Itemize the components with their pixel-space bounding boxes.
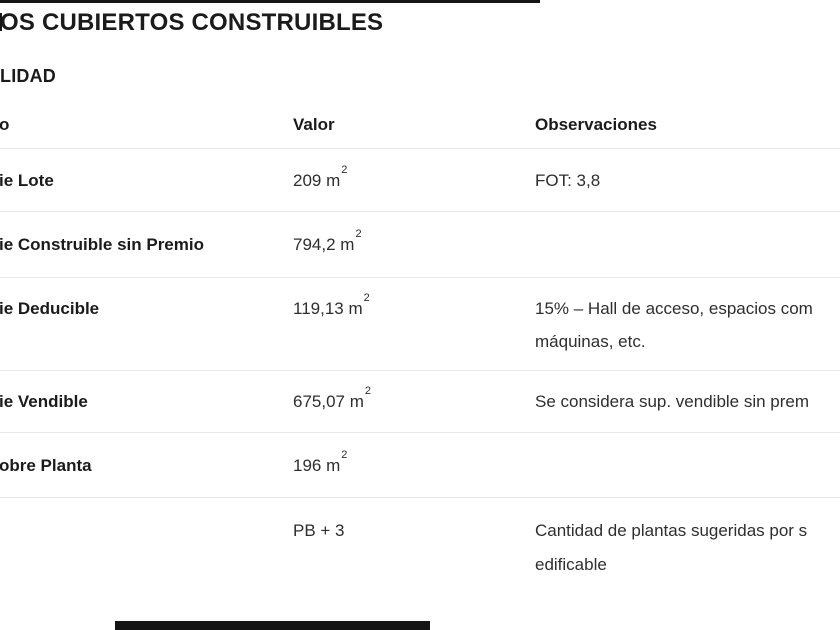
observation-line-2: máquinas, etc. [535,332,646,351]
concept-cell: ie Deducible [0,299,100,318]
table-row: obre Planta 196 m2 [0,433,840,498]
observations-cell: Se considera sup. vendible sin prem [535,391,840,412]
observation-line-1: Cantidad de plantas sugeridas por s [535,521,808,540]
section-heading: LIDAD [0,66,56,86]
table-row: PB + 3 Cantidad de plantas sugeridas por… [0,498,840,630]
superscript-exponent: 2 [355,228,362,241]
observations-cell: FOT: 3,8 [535,170,840,191]
value-cell: 119,13 m2 [293,292,535,325]
table-row: ie Deducible 119,13 m2 15% – Hall de acc… [0,278,840,371]
value-cell: 675,07 m2 [293,386,535,412]
value-text: 675,07 m [293,392,364,411]
observations-cell: 15% – Hall de acceso, espacios com máqui… [535,292,840,358]
table-row: ie Construible sin Premio 794,2 m2 [0,212,840,278]
concept-cell: ie Construible sin Premio [0,235,204,254]
concept-cell: ie Vendible [0,392,88,411]
value-text: PB + 3 [293,521,345,540]
observation-line-1: FOT: 3,8 [535,170,601,190]
page-title: OS CUBIERTOS CONSTRUIBLES [0,9,384,36]
table-row: ie Vendible 675,07 m2 Se considera sup. … [0,371,840,433]
table-row: ie Lote 209 m2 FOT: 3,8 [0,149,840,212]
concept-cell: ie Lote [0,170,54,190]
value-text: 209 m [293,170,341,190]
column-header-value: Valor [293,114,335,134]
table-header-row: o Valor Observaciones [0,100,840,149]
column-header-observations: Observaciones [535,114,657,134]
superscript-exponent: 2 [364,385,372,398]
superscript-exponent: 2 [363,292,370,305]
value-text: 196 m [293,455,341,475]
observation-line-1: 15% – Hall de acceso, espacios com [535,299,813,318]
value-text: 119,13 m [293,299,363,318]
cropped-text-fragment-top [0,0,540,3]
observations-cell: Cantidad de plantas sugeridas por s edif… [535,514,840,582]
value-cell: 209 m2 [293,164,535,191]
data-table: o Valor Observaciones ie Lote 209 m2 FOT… [0,100,840,630]
cropped-heading-fragment-bottom [115,621,430,630]
value-text: 794,2 m [293,235,355,254]
value-cell: 196 m2 [293,449,535,476]
concept-cell: obre Planta [0,455,92,475]
cropped-letter-fragment [0,13,2,31]
observation-line-2: edificable [535,555,607,574]
column-header-concept: o [0,114,10,134]
value-cell: PB + 3 [293,514,535,548]
superscript-exponent: 2 [341,448,348,461]
value-cell: 794,2 m2 [293,229,535,255]
superscript-exponent: 2 [341,163,348,176]
observation-line-1: Se considera sup. vendible sin prem [535,392,810,411]
